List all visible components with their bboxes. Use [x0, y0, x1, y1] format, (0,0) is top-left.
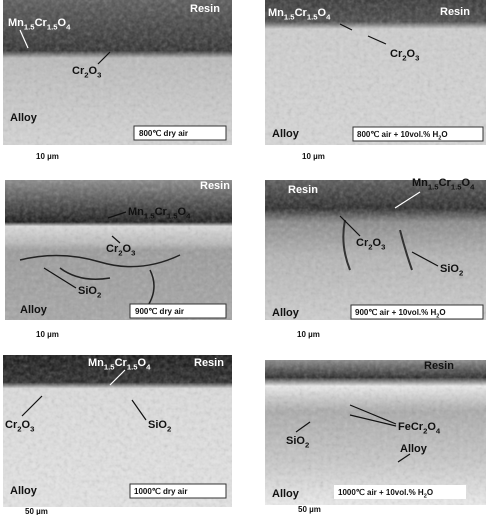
- scale-bar: 10 µm: [302, 152, 325, 161]
- phase-label: SiO2: [286, 435, 309, 449]
- phase-label: Cr2O3: [5, 419, 34, 433]
- resin-label: Resin: [194, 357, 224, 369]
- condition: 900℃ dry air: [135, 307, 184, 316]
- panel: Resin FeCr2O4 Alloy SiO2 Alloy 1000℃ air…: [265, 360, 486, 514]
- alloy-label: Alloy: [10, 112, 38, 124]
- phase-label: Mn1.5Cr1.5O4: [8, 17, 71, 31]
- texture: [3, 355, 232, 507]
- arrow: [107, 211, 127, 219]
- condition-box: [129, 483, 227, 499]
- arrow: [21, 395, 43, 417]
- scale-bar: 50 µm: [25, 507, 48, 515]
- resin-label: Resin: [200, 180, 230, 192]
- arrow: [397, 453, 411, 463]
- alloy-label: Alloy: [272, 307, 300, 319]
- phase-label: SiO2: [440, 263, 463, 277]
- arrow: [295, 421, 311, 433]
- resin-label: Resin: [190, 3, 220, 15]
- phase-label: Cr2O3: [106, 243, 135, 257]
- phase-label: Cr2O3: [72, 65, 101, 79]
- phase-label: SiO2: [148, 419, 171, 433]
- texture: [265, 360, 486, 505]
- condition: 800℃ dry air: [139, 129, 188, 138]
- condition: 1000℃ air + 10vol.% H2O: [338, 488, 433, 499]
- phase-label: Mn1.5Cr1.5O4: [88, 357, 151, 371]
- arrow: [339, 23, 353, 31]
- arrow: [394, 191, 421, 209]
- phase-label: Mn1.5Cr1.5O4: [128, 206, 191, 220]
- phase-label: Alloy: [400, 443, 428, 455]
- oxide-penetration: [342, 219, 413, 271]
- condition-box: [352, 126, 484, 142]
- arrow: [349, 414, 397, 427]
- phase-label: FeCr2O4: [398, 421, 441, 435]
- scale-bar: 10 µm: [297, 330, 320, 339]
- condition-box: [133, 125, 227, 141]
- panel: Resin Mn1.5Cr1.5O4 Cr2O3 SiO2 Alloy 900℃…: [265, 177, 486, 339]
- resin-label: Resin: [288, 184, 318, 196]
- panel: Mn1.5Cr1.5O4 Resin Cr2O3 SiO2 Alloy 1000…: [3, 355, 232, 515]
- arrow: [339, 215, 361, 237]
- phase-label: Cr2O3: [390, 48, 419, 62]
- arrow: [349, 404, 397, 425]
- arrow: [109, 369, 126, 386]
- condition-box: [350, 304, 484, 320]
- condition: 900℃ air + 10vol.% H2O: [355, 308, 446, 319]
- alloy-label: Alloy: [272, 488, 300, 500]
- texture: [5, 180, 232, 320]
- texture: [3, 0, 232, 145]
- condition-box: [334, 485, 466, 499]
- arrow: [411, 251, 439, 267]
- arrow: [43, 267, 77, 289]
- condition: 1000℃ dry air: [134, 487, 187, 496]
- panel: Resin Mn1.5Cr1.5O4 Cr2O3 Alloy 800℃ air …: [265, 0, 486, 161]
- resin-label: Resin: [424, 360, 454, 372]
- condition-box: [129, 303, 227, 319]
- scale-bar: 50 µm: [298, 505, 321, 514]
- arrow: [111, 235, 121, 244]
- texture: [265, 180, 486, 320]
- scale-bar: 10 µm: [36, 152, 59, 161]
- panel: Resin Mn1.5Cr1.5O4 Cr2O3 Alloy 800℃ dry …: [3, 0, 232, 161]
- texture: [265, 0, 486, 145]
- scale-bar: 10 µm: [36, 330, 59, 339]
- arrow: [19, 29, 29, 49]
- alloy-label: Alloy: [20, 304, 48, 316]
- phase-label: SiO2: [78, 285, 101, 299]
- phase-label: Cr2O3: [356, 237, 385, 251]
- phase-label: Mn1.5Cr1.5O4: [268, 7, 331, 21]
- condition: 800℃ air + 10vol.% H2O: [357, 130, 448, 141]
- alloy-label: Alloy: [272, 128, 300, 140]
- arrow: [367, 35, 387, 45]
- resin-label: Resin: [440, 6, 470, 18]
- arrow: [131, 399, 147, 421]
- arrow: [97, 51, 111, 65]
- alloy-label: Alloy: [10, 485, 38, 497]
- phase-label: Mn1.5Cr1.5O4: [412, 177, 475, 191]
- panel: Resin Mn1.5Cr1.5O4 Cr2O3 SiO2 Alloy 900℃…: [5, 180, 232, 339]
